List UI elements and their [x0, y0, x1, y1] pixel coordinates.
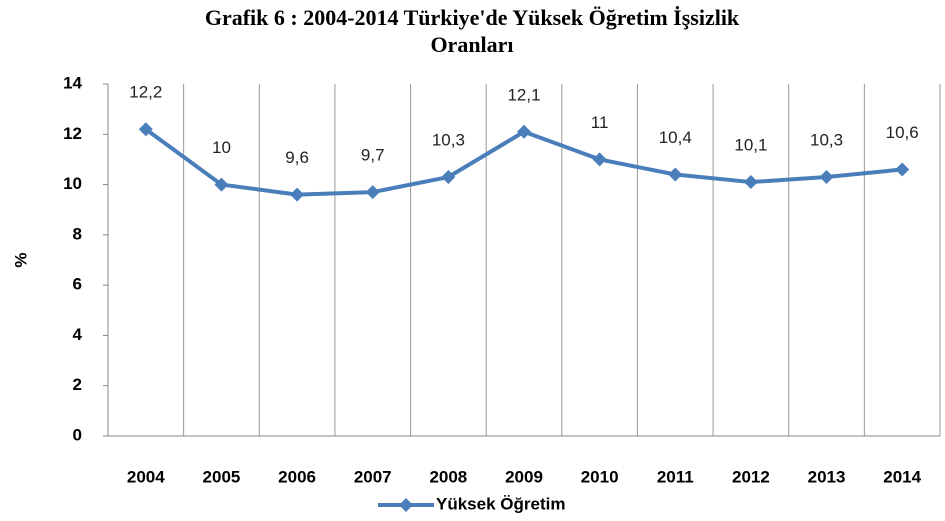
y-tick-label: 12 — [63, 124, 82, 143]
chart-title: Grafik 6 : 2004-2014 Türkiye'de Yüksek Ö… — [204, 5, 740, 57]
data-point — [365, 185, 380, 200]
x-tick-label: 2013 — [808, 467, 846, 486]
value-label: 10,1 — [734, 136, 767, 155]
value-label: 10,3 — [432, 131, 465, 150]
data-point — [895, 162, 910, 177]
data-point — [441, 170, 456, 185]
value-label: 12,1 — [507, 85, 540, 104]
x-tick-label: 2008 — [429, 467, 467, 486]
value-label: 10,4 — [659, 128, 692, 147]
value-label: 11 — [591, 113, 609, 132]
data-point — [290, 187, 305, 202]
x-tick-label: 2005 — [203, 467, 241, 486]
data-point — [214, 177, 229, 192]
y-tick-label: 4 — [73, 325, 83, 344]
x-tick-label: 2011 — [657, 467, 694, 486]
value-label: 10,6 — [886, 123, 919, 142]
x-tick-label: 2004 — [127, 467, 165, 486]
y-tick-label: 6 — [73, 275, 82, 294]
x-tick-label: 2009 — [505, 467, 543, 486]
y-tick-label: 10 — [63, 174, 82, 193]
legend-label: Yüksek Öğretim — [436, 494, 565, 513]
x-tick-label: 2006 — [278, 467, 316, 486]
data-point — [592, 152, 607, 167]
legend-marker — [399, 498, 413, 512]
x-tick-label: 2007 — [354, 467, 392, 486]
data-point — [517, 124, 531, 139]
x-tick-label: 2010 — [581, 467, 619, 486]
y-tick-label: 0 — [73, 425, 82, 444]
value-label: 9,6 — [285, 148, 309, 167]
data-point — [138, 122, 153, 137]
y-axis-label: % — [11, 252, 30, 267]
y-tick-label: 8 — [73, 224, 82, 243]
data-point — [819, 170, 834, 185]
value-label: 9,7 — [361, 146, 385, 165]
x-tick-label: 2014 — [883, 467, 921, 486]
x-tick-label: 2012 — [732, 467, 770, 486]
value-label: 10 — [212, 138, 231, 157]
data-point — [743, 175, 758, 190]
y-tick-label: 14 — [63, 73, 82, 92]
data-point — [668, 167, 683, 182]
value-label: 10,3 — [810, 131, 843, 150]
y-tick-label: 2 — [73, 375, 82, 394]
value-label: 12,2 — [129, 83, 162, 102]
